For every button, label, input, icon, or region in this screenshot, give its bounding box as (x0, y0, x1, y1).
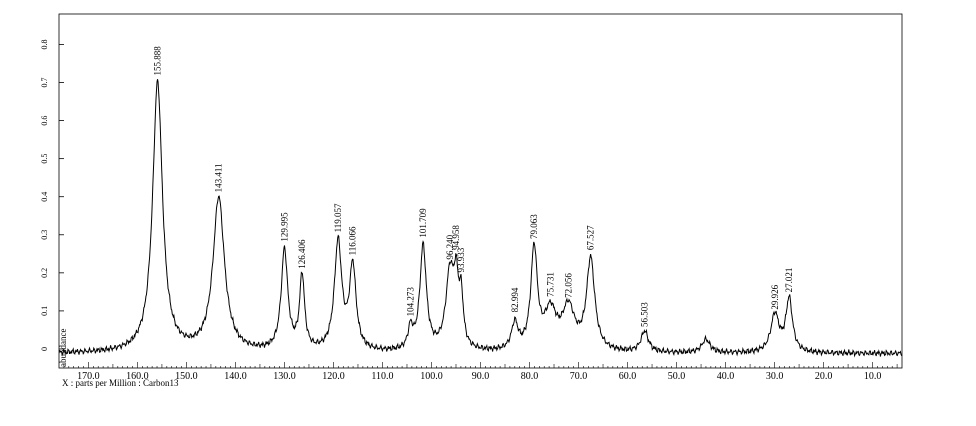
peak-label: 79.063 (529, 214, 539, 239)
peak-label: 93.933 (456, 247, 466, 272)
peak-label: 119.057 (333, 203, 343, 232)
peak-label: 67.527 (586, 225, 596, 250)
y-tick-label: 0.1 (40, 306, 49, 316)
peak-label: 129.995 (280, 212, 290, 242)
x-tick-label: 150.0 (175, 371, 198, 382)
peak-label: 72.056 (563, 273, 573, 298)
y-tick-label: 0 (40, 347, 49, 351)
peak-label: 104.273 (406, 287, 416, 317)
peak-label: 116.066 (348, 226, 358, 255)
x-axis-ticks: 170.0 160.0 150.0 140.0 130.0 120.0 110.0 100.0… (63, 362, 898, 382)
y-tick-label: 0.3 (40, 230, 49, 240)
x-tick-label: 20.0 (815, 371, 833, 382)
y-axis-ticks: 0 0.1 0.2 0.3 0.4 0.5 0.6 0.7 0.8 (40, 39, 64, 351)
peak-label: 155.888 (153, 46, 163, 76)
x-tick-label: 140.0 (224, 371, 247, 382)
peak-label: 56.503 (640, 302, 650, 327)
plot-frame (58, 13, 903, 369)
x-tick-label: 100.0 (420, 371, 443, 382)
spectrum-line (58, 79, 903, 358)
peak-label: 82.994 (510, 287, 520, 312)
y-tick-label: 0.8 (40, 39, 49, 49)
x-tick-label: 160.0 (126, 371, 149, 382)
x-axis-title: X : parts per Million : Carbon13 (62, 378, 179, 388)
x-tick-label: 110.0 (371, 371, 393, 382)
x-tick-label: 120.0 (322, 371, 345, 382)
x-tick-label: 170.0 (77, 371, 100, 382)
peak-label: 126.406 (297, 239, 307, 269)
x-tick-label: 30.0 (766, 371, 784, 382)
y-tick-label: 0.7 (40, 78, 49, 88)
peak-label: 27.021 (784, 268, 794, 293)
y-axis-title: abundance (58, 329, 68, 367)
peak-label: 101.709 (418, 208, 428, 238)
x-tick-label: 80.0 (521, 371, 539, 382)
peak-label: 143.411 (214, 163, 224, 192)
peak-label: 96.240 (445, 234, 455, 259)
x-tick-label: 70.0 (570, 371, 588, 382)
y-tick-label: 0.6 (40, 116, 49, 126)
peak-labels: 155.888 143.411 129.995 126.406 119.057 116.0… (153, 46, 795, 327)
y-tick-label: 0.2 (40, 268, 49, 278)
peak-label: 29.926 (770, 284, 780, 309)
x-tick-label: 60.0 (619, 371, 637, 382)
peak-label: 94.958 (451, 225, 461, 250)
x-tick-label: 10.0 (864, 371, 882, 382)
y-tick-label: 0.4 (40, 192, 49, 202)
y-tick-label: 0.5 (40, 154, 49, 164)
x-tick-label: 40.0 (717, 371, 735, 382)
x-tick-label: 50.0 (668, 371, 686, 382)
x-tick-label: 90.0 (472, 371, 490, 382)
peak-label: 75.731 (545, 272, 555, 297)
x-tick-label: 130.0 (273, 371, 296, 382)
